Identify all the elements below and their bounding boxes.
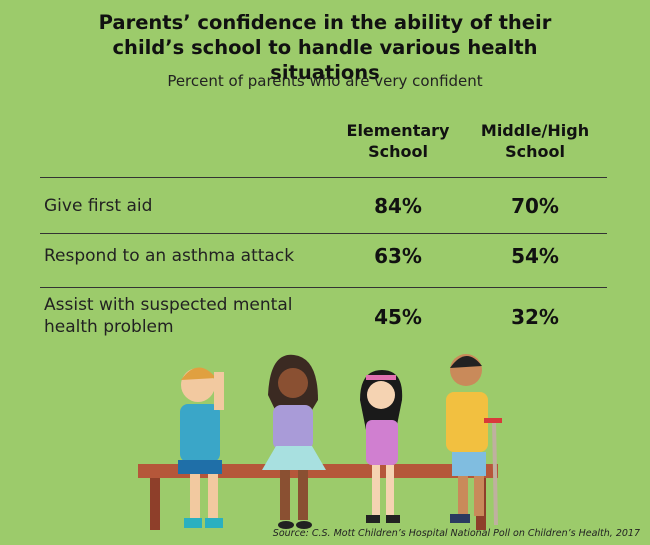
row-divider [40, 177, 607, 178]
title: Parents’ confidence in the ability of th… [98, 11, 552, 84]
cell-value: 70% [511, 194, 559, 218]
cell-value: 54% [511, 244, 559, 268]
row-label: Respond to an asthma attack [44, 246, 295, 266]
child-figure [178, 367, 224, 528]
bench-leg [150, 478, 160, 530]
cell-value: 32% [511, 305, 559, 329]
cell-value: 45% [374, 305, 422, 329]
child-figure [446, 354, 502, 526]
column-header: Elementary School [346, 121, 450, 161]
row-divider [40, 287, 607, 288]
row-label: Assist with suspected mental health prob… [44, 295, 293, 337]
column-header: Middle/High School [480, 121, 590, 161]
child-figure [360, 370, 403, 523]
cell-value: 63% [374, 244, 422, 268]
child-figure [262, 354, 326, 529]
row-divider [40, 233, 607, 234]
subtitle: Percent of parents who are very confiden… [167, 72, 483, 90]
row-label: Give first aid [44, 196, 153, 216]
source-note: Source: C.S. Mott Children’s Hospital Na… [272, 528, 640, 539]
cell-value: 84% [374, 194, 422, 218]
bench-seat [138, 464, 498, 478]
